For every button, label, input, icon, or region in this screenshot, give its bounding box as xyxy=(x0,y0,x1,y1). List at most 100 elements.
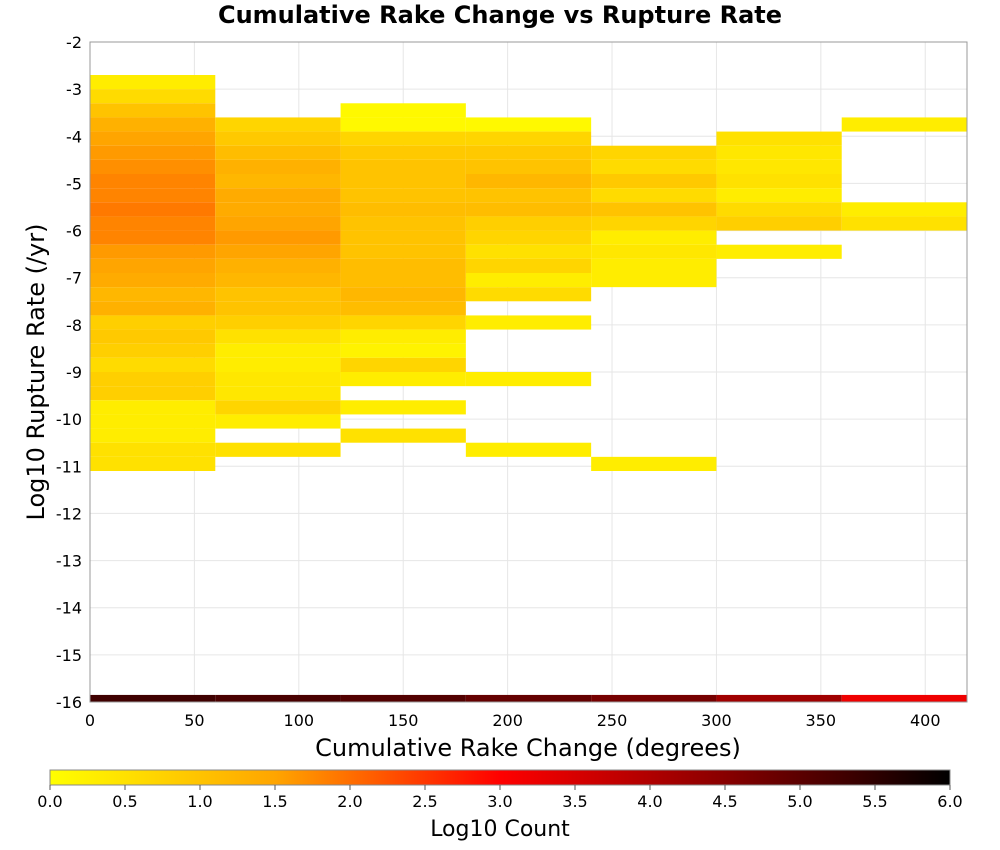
heatmap-cell xyxy=(215,117,341,132)
heatmap-cell xyxy=(465,315,592,330)
heatmap-cell xyxy=(90,216,216,231)
heatmap-cell xyxy=(90,75,216,90)
x-tick-label: 100 xyxy=(284,711,315,730)
bottom-band-cell xyxy=(591,694,717,702)
x-tick-label: 300 xyxy=(701,711,732,730)
heatmap-cell xyxy=(90,117,216,132)
bottom-band-cell xyxy=(465,694,592,702)
heatmap-cell xyxy=(340,329,466,344)
heatmap-cell xyxy=(90,357,216,372)
heatmap-cell xyxy=(465,117,592,132)
heatmap-cell xyxy=(215,216,341,231)
heatmap-cell xyxy=(90,301,216,316)
y-tick-label: -12 xyxy=(56,504,82,523)
colorbar-tick-label: 6.0 xyxy=(937,792,962,811)
heatmap-cell xyxy=(90,287,216,302)
heatmap-cell xyxy=(591,230,717,245)
heatmap-cell xyxy=(465,442,592,457)
plot-area-frame xyxy=(89,41,968,703)
bottom-band-cell xyxy=(841,694,967,702)
heatmap-cell xyxy=(215,329,341,344)
heatmap-cell xyxy=(215,174,341,189)
heatmap-cell xyxy=(215,343,341,358)
heatmap-cell xyxy=(90,456,216,471)
heatmap-cell xyxy=(215,202,341,217)
y-tick-label: -4 xyxy=(66,127,82,146)
heatmap-cell xyxy=(340,159,466,174)
heatmap-cell xyxy=(841,216,967,231)
heatmap-cell xyxy=(90,329,216,344)
heatmap-cell xyxy=(215,386,341,401)
heatmap-cell xyxy=(465,372,592,387)
colorbar-tick-label: 5.5 xyxy=(862,792,887,811)
heatmap-cell xyxy=(716,131,842,146)
heatmap-cell xyxy=(716,145,842,160)
heatmap-cell xyxy=(340,117,466,132)
heatmap-cell xyxy=(90,386,216,401)
heatmap-cell xyxy=(465,273,592,288)
heatmap-cell xyxy=(340,103,466,118)
heatmap-cell xyxy=(90,258,216,273)
heatmap-cell xyxy=(215,301,341,316)
heatmap-cell xyxy=(841,202,967,217)
heatmap-cell xyxy=(465,159,592,174)
heatmap-cell xyxy=(716,188,842,203)
y-axis-label: Log10 Rupture Rate (/yr) xyxy=(22,224,50,521)
heatmap-cell xyxy=(90,372,216,387)
heatmap-cell xyxy=(340,216,466,231)
heatmap-cell xyxy=(591,188,717,203)
heatmap-cell xyxy=(90,202,216,217)
heatmap-cell xyxy=(591,258,717,273)
x-tick-label: 400 xyxy=(910,711,941,730)
colorbar-tick-label: 5.0 xyxy=(787,792,812,811)
heatmap-cell xyxy=(215,400,341,415)
y-tick-label: -2 xyxy=(66,33,82,52)
colorbar-tick-label: 4.0 xyxy=(637,792,662,811)
heatmap-cell xyxy=(716,202,842,217)
y-tick-label: -5 xyxy=(66,174,82,193)
heatmap-cell xyxy=(90,174,216,189)
heatmap-cell xyxy=(340,372,466,387)
heatmap-cell xyxy=(465,216,592,231)
y-tick-label: -6 xyxy=(66,222,82,241)
heatmap-cell xyxy=(215,442,341,457)
heatmap-cell xyxy=(90,159,216,174)
heatmap-cell xyxy=(215,131,341,146)
heatmap-cell xyxy=(340,202,466,217)
heatmap-cell xyxy=(465,174,592,189)
heatmap-cell xyxy=(90,442,216,457)
x-axis-label: Cumulative Rake Change (degrees) xyxy=(315,734,741,762)
heatmap-cell xyxy=(465,287,592,302)
heatmap-cell xyxy=(90,414,216,429)
heatmap-cell xyxy=(90,273,216,288)
heatmap-cell xyxy=(716,244,842,259)
heatmap-cell xyxy=(90,145,216,160)
heatmap-cell xyxy=(716,174,842,189)
heatmap-cell xyxy=(340,287,466,302)
bottom-band-cell xyxy=(90,694,216,702)
heatmap-cell xyxy=(215,230,341,245)
colorbar-tick-label: 2.5 xyxy=(412,792,437,811)
heatmap-cell xyxy=(465,258,592,273)
heatmap-cell xyxy=(465,202,592,217)
heatmap-cell xyxy=(340,301,466,316)
y-tick-label: -8 xyxy=(66,316,82,335)
x-tick-label: 200 xyxy=(492,711,523,730)
colorbar-tick-label: 1.5 xyxy=(262,792,287,811)
y-axis-ticks: -2 -3 -4 -5 -6 -7 -8 -9 -10 -11 -12 -13 -14 -15 -16 xyxy=(56,33,82,712)
heatmap-cell xyxy=(716,159,842,174)
bottom-band-cell xyxy=(716,694,842,702)
y-tick-label: -9 xyxy=(66,363,82,382)
heatmap-cell xyxy=(340,131,466,146)
y-tick-label: -15 xyxy=(56,646,82,665)
heatmap-cell xyxy=(215,357,341,372)
heatmap-cell xyxy=(591,273,717,288)
heatmap-cell xyxy=(215,159,341,174)
heatmap-cell xyxy=(215,244,341,259)
heatmap-cell xyxy=(90,315,216,330)
heatmap-cell xyxy=(340,174,466,189)
heatmap-cell xyxy=(340,315,466,330)
bottom-band-cell xyxy=(215,694,341,702)
heatmap-cells xyxy=(90,75,967,702)
heatmap-cell xyxy=(215,315,341,330)
